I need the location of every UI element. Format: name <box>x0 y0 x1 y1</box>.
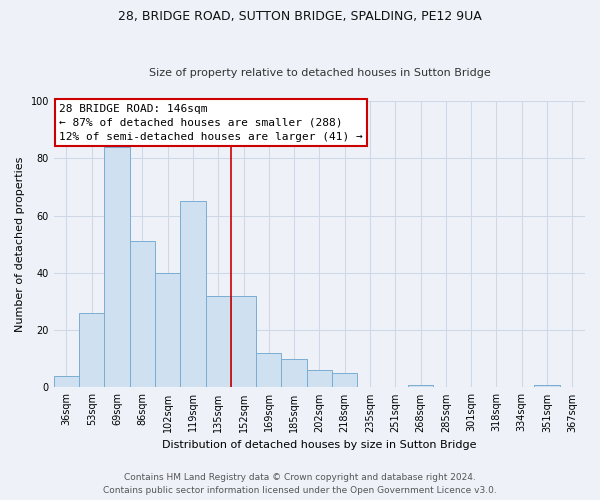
Text: Contains HM Land Registry data © Crown copyright and database right 2024.
Contai: Contains HM Land Registry data © Crown c… <box>103 474 497 495</box>
Bar <box>155 273 180 388</box>
Bar <box>307 370 332 388</box>
Bar <box>130 242 155 388</box>
Bar <box>256 353 281 388</box>
Title: Size of property relative to detached houses in Sutton Bridge: Size of property relative to detached ho… <box>149 68 490 78</box>
Y-axis label: Number of detached properties: Number of detached properties <box>15 156 25 332</box>
Bar <box>281 359 307 388</box>
Text: 28 BRIDGE ROAD: 146sqm
← 87% of detached houses are smaller (288)
12% of semi-de: 28 BRIDGE ROAD: 146sqm ← 87% of detached… <box>59 104 363 142</box>
X-axis label: Distribution of detached houses by size in Sutton Bridge: Distribution of detached houses by size … <box>162 440 476 450</box>
Bar <box>408 384 433 388</box>
Bar <box>535 384 560 388</box>
Bar <box>104 147 130 388</box>
Bar <box>206 296 231 388</box>
Bar <box>79 313 104 388</box>
Text: 28, BRIDGE ROAD, SUTTON BRIDGE, SPALDING, PE12 9UA: 28, BRIDGE ROAD, SUTTON BRIDGE, SPALDING… <box>118 10 482 23</box>
Bar <box>332 373 358 388</box>
Bar <box>231 296 256 388</box>
Bar <box>54 376 79 388</box>
Bar <box>180 202 206 388</box>
